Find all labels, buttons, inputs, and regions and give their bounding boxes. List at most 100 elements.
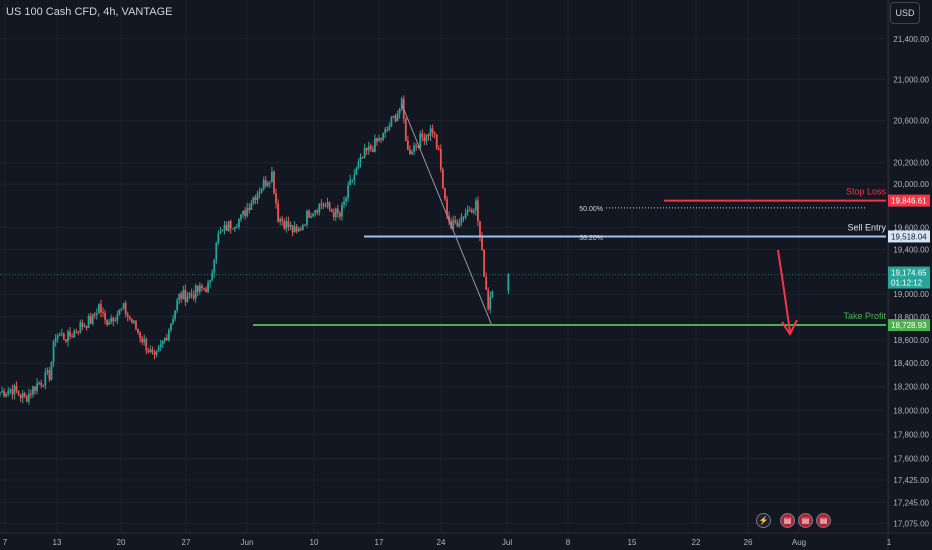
- bar-countdown: 01:12:12: [891, 279, 923, 288]
- candle-body: [355, 167, 358, 175]
- candle-body: [353, 174, 356, 180]
- candle-body: [260, 189, 263, 193]
- candle-body: [137, 329, 139, 333]
- candle-body: [268, 182, 271, 184]
- candle-body: [250, 203, 253, 210]
- candle-body: [233, 227, 236, 230]
- candle-body: [87, 316, 90, 329]
- candle-body: [213, 260, 216, 273]
- candle-body: [376, 138, 378, 142]
- candle-body: [97, 304, 100, 314]
- y-tick-label: 21,400.00: [893, 35, 929, 44]
- candle-body: [21, 393, 24, 399]
- candle-body: [341, 204, 343, 217]
- x-tick-label: 17: [375, 538, 384, 547]
- candle-body: [77, 332, 80, 334]
- candle-body: [314, 210, 317, 214]
- candle-body: [147, 350, 150, 353]
- candle-body: [223, 224, 226, 230]
- candle-body: [104, 312, 106, 320]
- candle-body: [287, 220, 290, 227]
- candle-body: [244, 210, 247, 217]
- candle-body: [266, 182, 269, 186]
- candle-body: [65, 339, 67, 342]
- candle-body: [396, 113, 399, 122]
- us-flag-icon[interactable]: ▤: [780, 513, 795, 528]
- x-tick-label: 13: [53, 538, 62, 547]
- y-tick-label: 18,200.00: [893, 383, 929, 392]
- y-tick-label: 21,000.00: [893, 75, 929, 84]
- currency-button[interactable]: USD: [890, 2, 920, 24]
- projection-arrow: [777, 249, 791, 333]
- candle-body: [400, 98, 403, 109]
- candle-body: [472, 210, 475, 213]
- candle-body: [211, 272, 214, 281]
- candle-body: [168, 330, 170, 341]
- y-tick-label: 20,000.00: [893, 180, 929, 189]
- candle-body: [170, 323, 172, 331]
- candle-body: [316, 210, 319, 213]
- stop-loss-label: Stop Loss: [846, 187, 887, 197]
- fib-50-label: 50.00%: [579, 206, 603, 213]
- candle-body: [359, 157, 362, 163]
- candle-body: [128, 316, 131, 319]
- candle-body: [283, 221, 286, 229]
- y-tick-label: 20,200.00: [893, 159, 929, 168]
- candle-body: [143, 339, 146, 343]
- candle-body: [182, 289, 185, 300]
- candle-body: [23, 393, 26, 397]
- candle-body: [295, 226, 298, 232]
- candle-body: [390, 117, 393, 127]
- candle-body: [386, 129, 389, 131]
- us-flag-icon[interactable]: ▤: [816, 513, 831, 528]
- candle-body: [398, 108, 401, 114]
- us-flag-icon[interactable]: ▤: [798, 513, 813, 528]
- candle-body: [339, 212, 341, 217]
- candle-body: [172, 318, 174, 324]
- candle-body: [454, 220, 457, 223]
- x-tick-label: 20: [117, 538, 126, 547]
- candle-body: [248, 207, 251, 210]
- candle-body: [421, 133, 424, 138]
- candle-body: [413, 145, 415, 152]
- candle-body: [62, 333, 65, 340]
- candle-body: [380, 138, 382, 140]
- candle-body: [299, 228, 302, 230]
- stop-loss-price-tag: [888, 194, 930, 207]
- y-tick-label: 17,425.00: [893, 476, 929, 485]
- candle-body: [279, 218, 282, 222]
- candle-body: [174, 310, 176, 319]
- candle-body: [318, 203, 321, 213]
- sell-entry-price-tag: [888, 230, 930, 243]
- candle-body: [306, 210, 308, 225]
- y-tick-label: 17,075.00: [893, 520, 929, 529]
- candle-body: [409, 149, 411, 155]
- x-tick-label: Jul: [502, 538, 512, 547]
- current-price-tag: [888, 266, 930, 289]
- candle-body: [308, 210, 310, 218]
- candle-body: [227, 221, 230, 231]
- candle-body: [135, 320, 137, 330]
- lightning-icon[interactable]: ⚡: [756, 513, 771, 528]
- candle-body: [149, 349, 152, 353]
- candle-body: [429, 128, 432, 136]
- candle-body: [264, 180, 267, 186]
- candle-body: [236, 227, 238, 229]
- sell-entry-label: Sell Entry: [847, 222, 886, 232]
- candle-body: [388, 126, 391, 130]
- candle-body: [415, 145, 418, 147]
- x-tick-label: 8: [566, 538, 571, 547]
- candle-body: [58, 334, 61, 336]
- candle-body: [310, 216, 312, 218]
- candle-body: [19, 394, 22, 399]
- candle-body: [60, 333, 63, 335]
- candle-body: [303, 224, 306, 226]
- candle-body: [240, 214, 242, 220]
- candle-body: [427, 134, 430, 136]
- candle-body: [203, 288, 205, 290]
- candle-body: [38, 382, 41, 384]
- candle-body: [322, 204, 325, 207]
- candle-body: [252, 197, 255, 204]
- candle-body: [106, 319, 109, 325]
